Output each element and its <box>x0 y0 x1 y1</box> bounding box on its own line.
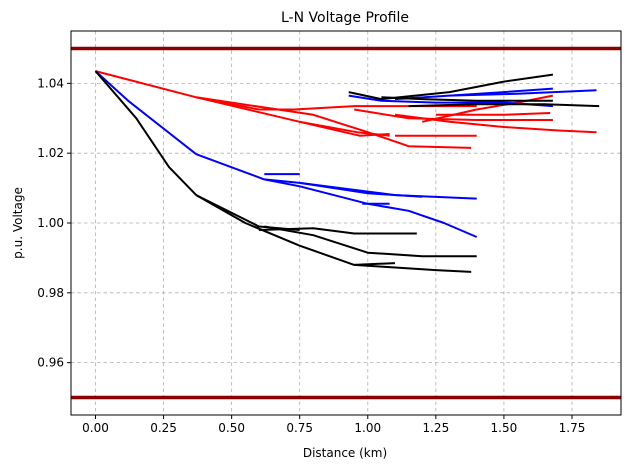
y-tick-label: 0.96 <box>37 356 64 370</box>
voltage-line <box>299 181 477 200</box>
voltage-line <box>294 105 477 111</box>
x-tick-label: 0.50 <box>218 421 245 435</box>
voltage-line <box>94 70 197 155</box>
voltage-line <box>299 120 390 137</box>
voltage-line <box>264 225 477 258</box>
x-axis-label: Distance (km) <box>303 446 387 460</box>
y-tick-label: 0.98 <box>37 286 64 300</box>
x-tick-label: 1.00 <box>354 421 381 435</box>
x-tick-label: 1.50 <box>491 421 518 435</box>
grid-layer <box>71 31 621 415</box>
voltage-line <box>449 87 553 97</box>
y-axis-label: p.u. Voltage <box>11 187 25 259</box>
voltage-line <box>435 112 551 116</box>
voltage-line <box>394 89 597 101</box>
x-tick-label: 0.25 <box>150 421 177 435</box>
voltage-line <box>196 96 472 149</box>
voltage-line <box>95 70 197 99</box>
voltage-line <box>354 262 396 266</box>
voltage-line <box>408 103 600 108</box>
limit-lines <box>71 46 621 400</box>
x-tick-label: 1.75 <box>559 421 586 435</box>
y-tick-label: 1.02 <box>37 146 64 160</box>
voltage-line <box>348 73 554 101</box>
voltage-line <box>381 96 553 102</box>
series-layer <box>94 70 600 273</box>
voltage-line <box>258 227 417 235</box>
y-tick-label: 1.04 <box>37 76 64 90</box>
axis-ticks: 0.00 0.25 0.50 0.75 1.00 1.25 1.50 1.75 0.96 0.98… <box>37 76 585 435</box>
x-tick-label: 0.00 <box>82 421 109 435</box>
voltage-line <box>354 108 553 121</box>
x-tick-label: 0.75 <box>286 421 313 435</box>
y-tick-label: 1.00 <box>37 216 64 230</box>
voltage-line <box>94 70 197 196</box>
chart-title: L-N Voltage Profile <box>281 10 409 26</box>
x-tick-label: 1.25 <box>422 421 449 435</box>
voltage-line <box>264 178 478 238</box>
